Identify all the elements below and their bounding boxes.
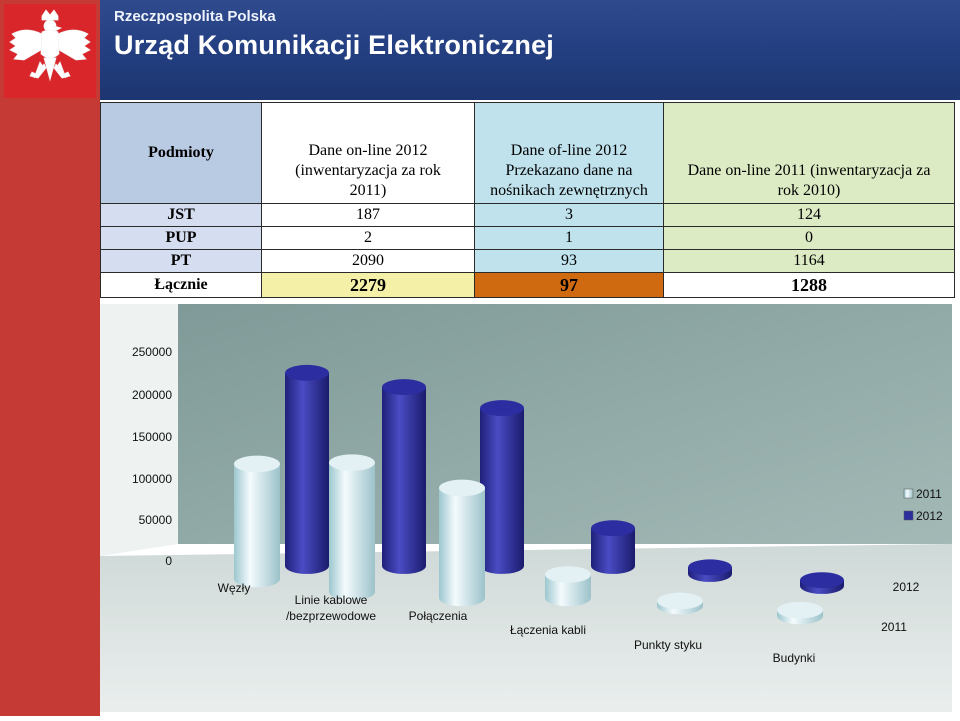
legend-label: 2011 (916, 487, 942, 501)
bar-2011 (657, 592, 703, 615)
cell-value: 93 (474, 249, 664, 273)
bar-body (439, 487, 485, 607)
bars-group (234, 364, 844, 625)
cell-total-value: 2279 (261, 272, 475, 298)
cell-total-value: 97 (474, 272, 664, 298)
legend-swatch (903, 488, 914, 499)
bar-2012 (591, 520, 635, 574)
cell-value: 124 (663, 203, 955, 227)
bar-chart-3d: 250000 200000 150000 100000 50000 0 Węzły Lini… (100, 304, 960, 716)
header-subtitle: Rzeczpospolita Polska (114, 8, 276, 25)
bar-2011 (329, 454, 375, 601)
table-header-online-2012: Dane on-line 2012 (inwentaryzacja za rok… (261, 102, 475, 204)
bar-2012 (688, 559, 732, 582)
cell-value: 3 (474, 203, 664, 227)
legend-label: 2012 (916, 509, 943, 523)
table-header-row: Podmioty Dane on-line 2012 (inwentaryzac… (100, 102, 955, 204)
y-tick-label: 250000 (132, 345, 172, 359)
header-banner: Rzeczpospolita Polska Urząd Komunikacji … (100, 0, 960, 100)
bar-body (480, 408, 524, 574)
cell-value: 2090 (261, 249, 475, 273)
cell-total-value: 1288 (663, 272, 955, 298)
bar-body (285, 372, 329, 574)
bar-top (800, 572, 844, 589)
header-title: Urząd Komunikacji Elektronicznej (114, 30, 555, 60)
category-label: /bezprzewodowe (286, 609, 376, 623)
category-label: Budynki (773, 651, 816, 665)
category-labels: Węzły Linie kablowe/bezprzewodowe Połączen… (218, 581, 816, 665)
category-label: Łączenia kabli (510, 623, 586, 637)
bar-body (234, 463, 280, 588)
cell-value: 0 (663, 226, 955, 250)
table-header-offline-2012: Dane of-line 2012 Przekazano dane na noś… (474, 102, 664, 204)
y-tick-label: 200000 (132, 388, 172, 402)
table-header-podmioty: Podmioty (100, 102, 262, 204)
table-header-online-2011: Dane on-line 2011 (inwentaryzacja za rok… (663, 102, 955, 204)
bar-2012 (800, 572, 844, 594)
bar-top (591, 520, 635, 537)
left-red-bar (0, 0, 100, 716)
category-label: Połączenia (409, 609, 468, 623)
depth-axis-labels: 2012 2011 (881, 580, 920, 634)
bar-top (439, 479, 485, 497)
row-label: PT (100, 249, 262, 273)
row-label: PUP (100, 226, 262, 250)
legend: 2011 2012 (903, 487, 943, 523)
table-total-row: Łącznie 2279 97 1288 (100, 272, 955, 298)
category-label: Węzły (218, 581, 251, 595)
bar-2012 (285, 364, 329, 574)
bar-2012 (382, 379, 426, 574)
bar-top (234, 455, 280, 473)
table-row: JST 187 3 124 (100, 203, 955, 227)
row-label-total: Łącznie (100, 272, 262, 298)
data-table: Podmioty Dane on-line 2012 (inwentaryzac… (100, 102, 955, 298)
bar-top (285, 364, 329, 381)
bar-top (329, 454, 375, 471)
y-tick-label: 100000 (132, 472, 172, 486)
cell-value: 1164 (663, 249, 955, 273)
bar-top (688, 559, 732, 576)
chart-area: 250000 200000 150000 100000 50000 0 Węzły Lini… (100, 304, 960, 716)
bar-top (545, 566, 591, 583)
row-label: JST (100, 203, 262, 227)
bar-2011 (545, 566, 591, 607)
bar-body (591, 528, 635, 574)
depth-label: 2011 (881, 620, 907, 634)
bar-body (545, 574, 591, 607)
bar-top (657, 592, 703, 610)
bar-top (480, 400, 524, 416)
table-row: PT 2090 93 1164 (100, 249, 955, 273)
y-axis: 250000 200000 150000 100000 50000 0 (132, 345, 172, 568)
legend-swatch (903, 510, 914, 521)
bar-top (382, 379, 426, 395)
bar-2011 (777, 601, 823, 625)
depth-label: 2012 (893, 580, 920, 594)
cell-value: 1 (474, 226, 664, 250)
y-tick-label: 0 (165, 554, 172, 568)
cell-value: 2 (261, 226, 475, 250)
bar-2011 (234, 455, 280, 588)
y-tick-label: 150000 (132, 430, 172, 444)
bar-top (777, 601, 823, 619)
table-row: PUP 2 1 0 (100, 226, 955, 250)
bar-body (329, 462, 375, 601)
bar-2012 (480, 400, 524, 574)
cell-value: 187 (261, 203, 475, 227)
category-label: Linie kablowe (295, 593, 368, 607)
bar-body (382, 387, 426, 574)
polish-eagle-emblem (4, 4, 96, 98)
bar-2011 (439, 479, 485, 607)
category-label: Punkty styku (634, 638, 702, 652)
y-tick-label: 50000 (139, 513, 173, 527)
